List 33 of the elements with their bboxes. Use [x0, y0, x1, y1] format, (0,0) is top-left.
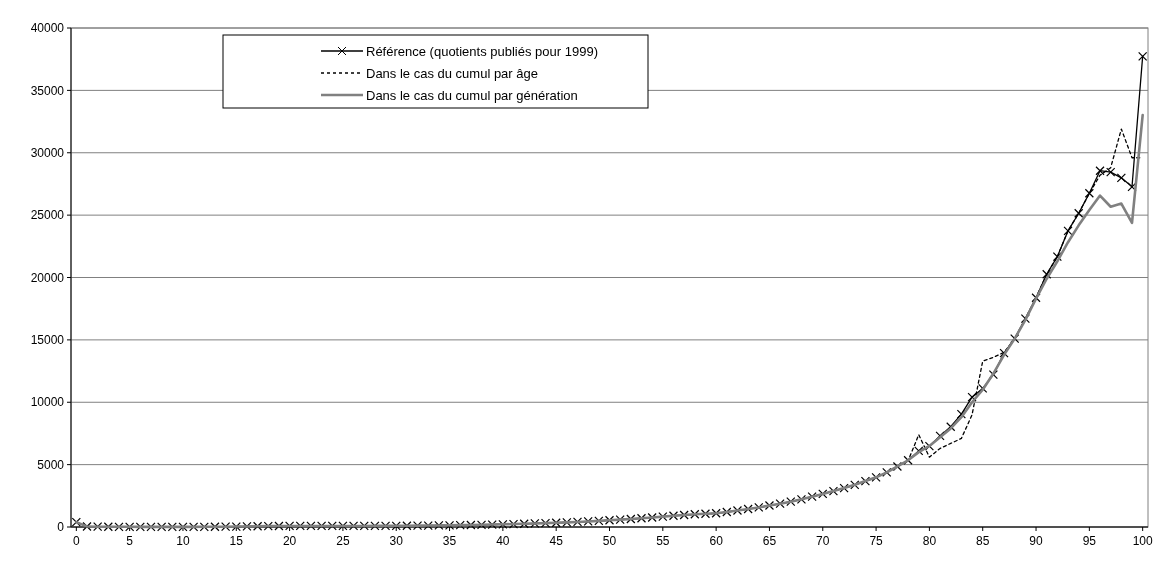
- x-tick-label: 35: [442, 534, 457, 548]
- x-tick-label: 60: [709, 534, 724, 548]
- x-tick-label: 25: [336, 534, 350, 548]
- legend-label: Dans le cas du cumul par âge: [366, 65, 538, 81]
- y-tick-label: 20000: [30, 270, 65, 285]
- x-tick-label: 15: [229, 534, 244, 548]
- x-tick-label: 0: [72, 534, 80, 548]
- y-tick-label: 30000: [30, 145, 65, 160]
- x-tick-label: 40: [496, 534, 510, 548]
- x-tick-label: 100: [1132, 534, 1153, 548]
- y-tick-label: 0: [57, 520, 65, 535]
- y-tick-label: 35000: [30, 83, 65, 98]
- y-tick-label: 15000: [30, 333, 65, 348]
- legend-label: Référence (quotients publiés pour 1999): [366, 43, 598, 59]
- x-tick-label: 50: [602, 534, 617, 548]
- x-tick-label: 10: [176, 534, 190, 548]
- x-tick-label: 55: [656, 534, 670, 548]
- x-tick-label: 90: [1029, 534, 1044, 548]
- x-tick-label: 65: [762, 534, 777, 548]
- x-tick-label: 70: [816, 534, 830, 548]
- x-tick-label: 75: [869, 534, 884, 548]
- x-tick-label: 30: [389, 534, 404, 548]
- y-tick-label: 10000: [30, 395, 65, 410]
- x-tick-label: 85: [976, 534, 990, 548]
- x-tick-label: 5: [126, 534, 134, 548]
- x-tick-label: 80: [922, 534, 937, 548]
- legend-label: Dans le cas du cumul par génération: [366, 87, 578, 103]
- y-tick-label: 5000: [37, 457, 65, 472]
- y-tick-label: 40000: [30, 21, 65, 36]
- y-tick-label: 25000: [30, 208, 65, 223]
- x-tick-label: 95: [1082, 534, 1097, 548]
- x-tick-label: 20: [282, 534, 297, 548]
- x-tick-label: 45: [549, 534, 564, 548]
